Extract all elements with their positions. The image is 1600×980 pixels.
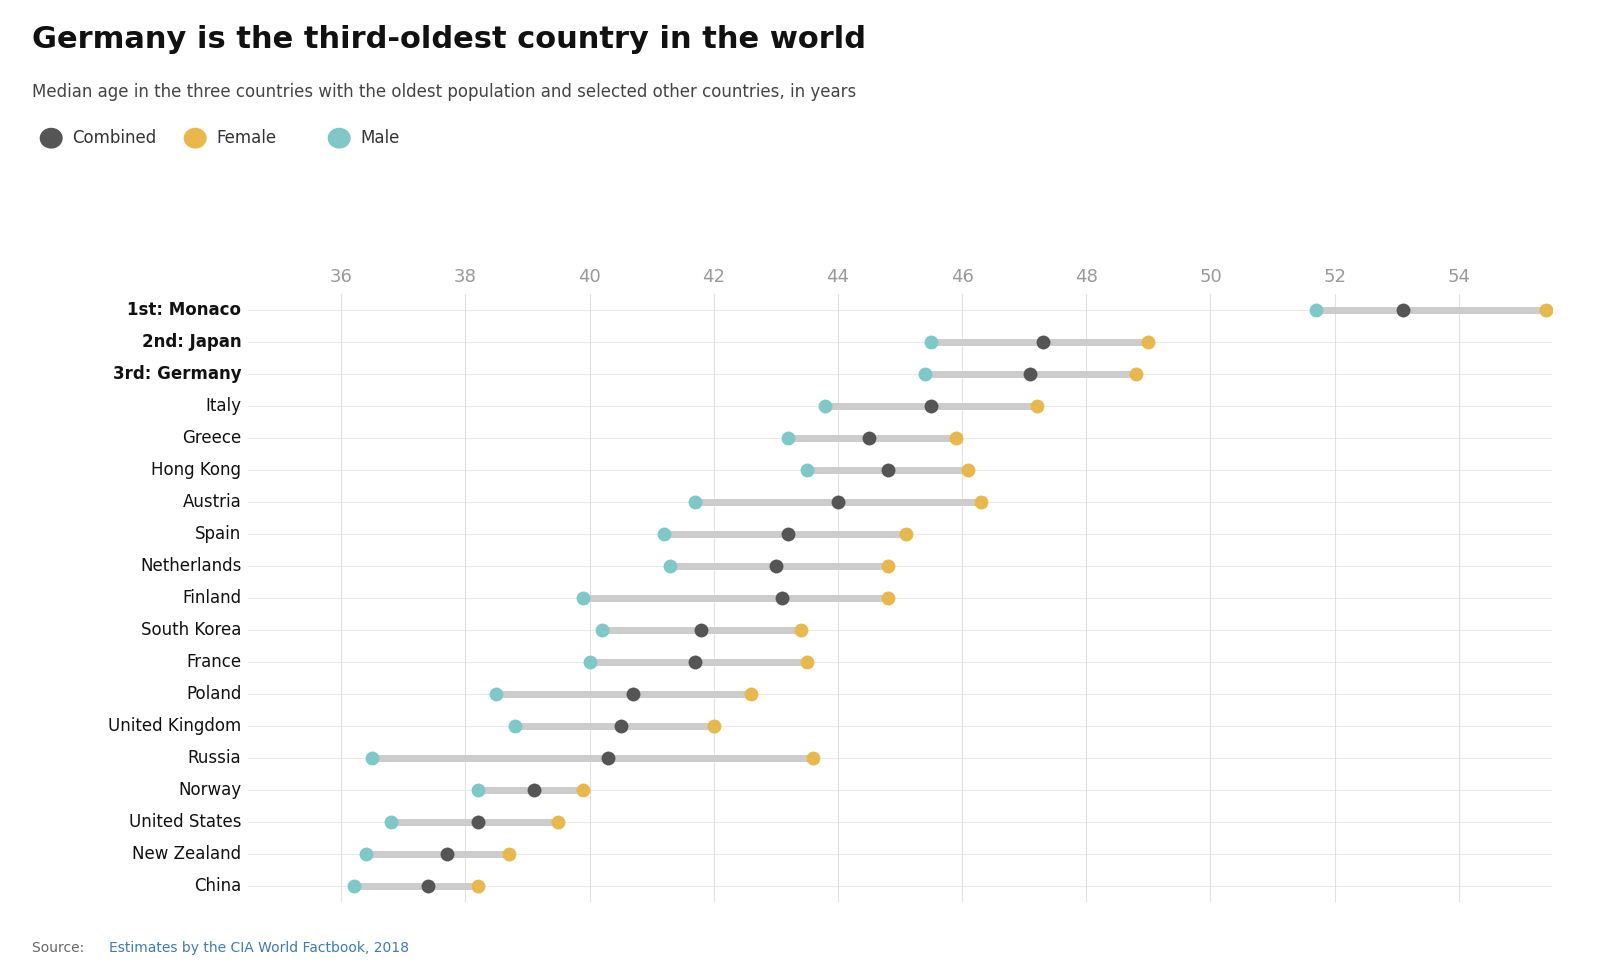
Point	[595, 750, 621, 765]
Point	[942, 430, 968, 446]
Point	[651, 526, 677, 542]
Point	[875, 558, 901, 573]
Text: 1st: Monaco: 1st: Monaco	[128, 301, 242, 318]
Point	[875, 590, 901, 606]
Text: 2nd: Japan: 2nd: Japan	[142, 333, 242, 351]
Point	[912, 367, 938, 382]
Text: Hong Kong: Hong Kong	[152, 461, 242, 479]
Point	[682, 494, 707, 510]
Text: United States: United States	[130, 812, 242, 831]
Point	[360, 750, 386, 765]
Point	[571, 782, 597, 798]
Point	[1136, 334, 1162, 350]
Point	[701, 718, 726, 734]
Point	[466, 878, 491, 894]
Point	[813, 398, 838, 414]
Text: Norway: Norway	[178, 781, 242, 799]
Text: Finland: Finland	[182, 589, 242, 607]
Point	[800, 750, 826, 765]
Text: Poland: Poland	[186, 685, 242, 703]
Point	[522, 782, 547, 798]
Point	[688, 622, 714, 638]
Text: Austria: Austria	[182, 493, 242, 511]
Point	[1533, 302, 1558, 318]
Text: Male: Male	[360, 129, 400, 147]
Text: Russia: Russia	[187, 749, 242, 766]
Point	[794, 654, 819, 669]
Text: Median age in the three countries with the oldest population and selected other : Median age in the three countries with t…	[32, 83, 856, 101]
Text: Spain: Spain	[195, 525, 242, 543]
Point	[763, 558, 789, 573]
Text: Combined: Combined	[72, 129, 157, 147]
Point	[589, 622, 614, 638]
Text: United Kingdom: United Kingdom	[109, 716, 242, 735]
Point	[341, 878, 366, 894]
Point	[502, 718, 528, 734]
Point	[416, 878, 442, 894]
Point	[787, 622, 813, 638]
Point	[856, 430, 882, 446]
Point	[918, 334, 944, 350]
Point	[770, 590, 795, 606]
Text: Greece: Greece	[182, 429, 242, 447]
Point	[682, 654, 707, 669]
Text: Netherlands: Netherlands	[141, 557, 242, 575]
Point	[576, 654, 602, 669]
Point	[738, 686, 763, 702]
Text: France: France	[186, 653, 242, 670]
Point	[434, 846, 459, 861]
Point	[621, 686, 646, 702]
Text: South Korea: South Korea	[141, 620, 242, 639]
Point	[354, 846, 379, 861]
Point	[658, 558, 683, 573]
Point	[1390, 302, 1416, 318]
Point	[1123, 367, 1149, 382]
Point	[466, 782, 491, 798]
Text: Italy: Italy	[205, 397, 242, 415]
Point	[1018, 367, 1043, 382]
Point	[608, 718, 634, 734]
Point	[776, 430, 802, 446]
Point	[571, 590, 597, 606]
Point	[893, 526, 918, 542]
Point	[826, 494, 851, 510]
Point	[546, 813, 571, 829]
Point	[496, 846, 522, 861]
Point	[875, 462, 901, 477]
Point	[466, 813, 491, 829]
Point	[776, 526, 802, 542]
Text: Female: Female	[216, 129, 277, 147]
Point	[1030, 334, 1056, 350]
Point	[1304, 302, 1330, 318]
Point	[918, 398, 944, 414]
Point	[794, 462, 819, 477]
Text: 3rd: Germany: 3rd: Germany	[114, 365, 242, 383]
Point	[1024, 398, 1050, 414]
Text: New Zealand: New Zealand	[133, 845, 242, 862]
Text: Estimates by the CIA World Factbook, 2018: Estimates by the CIA World Factbook, 201…	[109, 941, 410, 955]
Point	[483, 686, 509, 702]
Text: China: China	[194, 877, 242, 895]
Point	[378, 813, 403, 829]
Text: Source:: Source:	[32, 941, 88, 955]
Point	[968, 494, 994, 510]
Point	[955, 462, 981, 477]
Text: Germany is the third-oldest country in the world: Germany is the third-oldest country in t…	[32, 24, 866, 54]
